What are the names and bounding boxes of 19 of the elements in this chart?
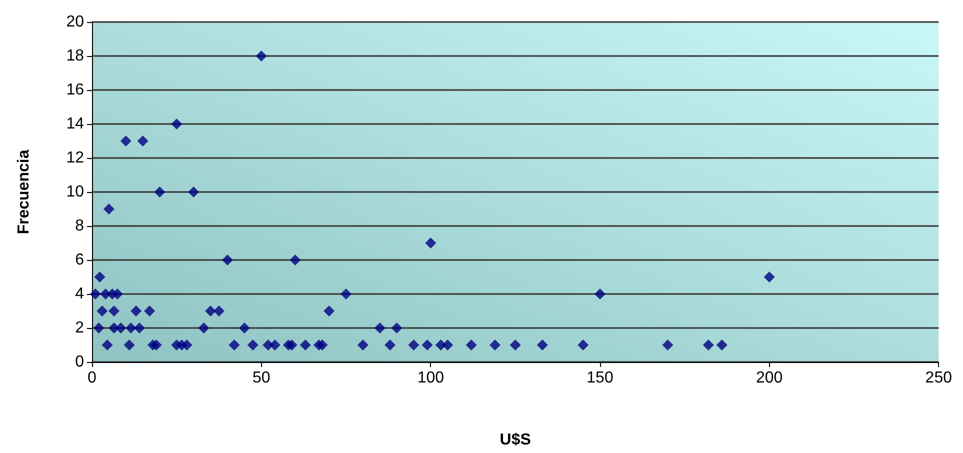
x-tick-label: 100	[417, 370, 444, 386]
x-tick-label: 0	[88, 370, 97, 386]
y-tick-label: 20	[66, 14, 84, 30]
y-tick-label: 4	[75, 286, 84, 302]
y-tick-label: 6	[75, 252, 84, 268]
x-tick-label: 50	[252, 370, 270, 386]
x-tick-label: 200	[756, 370, 783, 386]
x-tick-label: 150	[586, 370, 614, 386]
y-tick-label: 12	[66, 150, 84, 166]
y-tick-label: 18	[66, 48, 84, 64]
x-axis-title: U$S	[500, 432, 532, 448]
y-axis-title: Frecuencia	[16, 150, 32, 234]
y-tick-label: 8	[75, 218, 84, 234]
y-tick-label: 10	[66, 184, 84, 200]
y-tick-label: 16	[66, 82, 84, 98]
y-tick-label: 0	[75, 354, 84, 370]
y-tick-label: 14	[66, 116, 84, 132]
x-tick-label: 250	[925, 370, 952, 386]
y-tick-label: 2	[75, 320, 84, 336]
